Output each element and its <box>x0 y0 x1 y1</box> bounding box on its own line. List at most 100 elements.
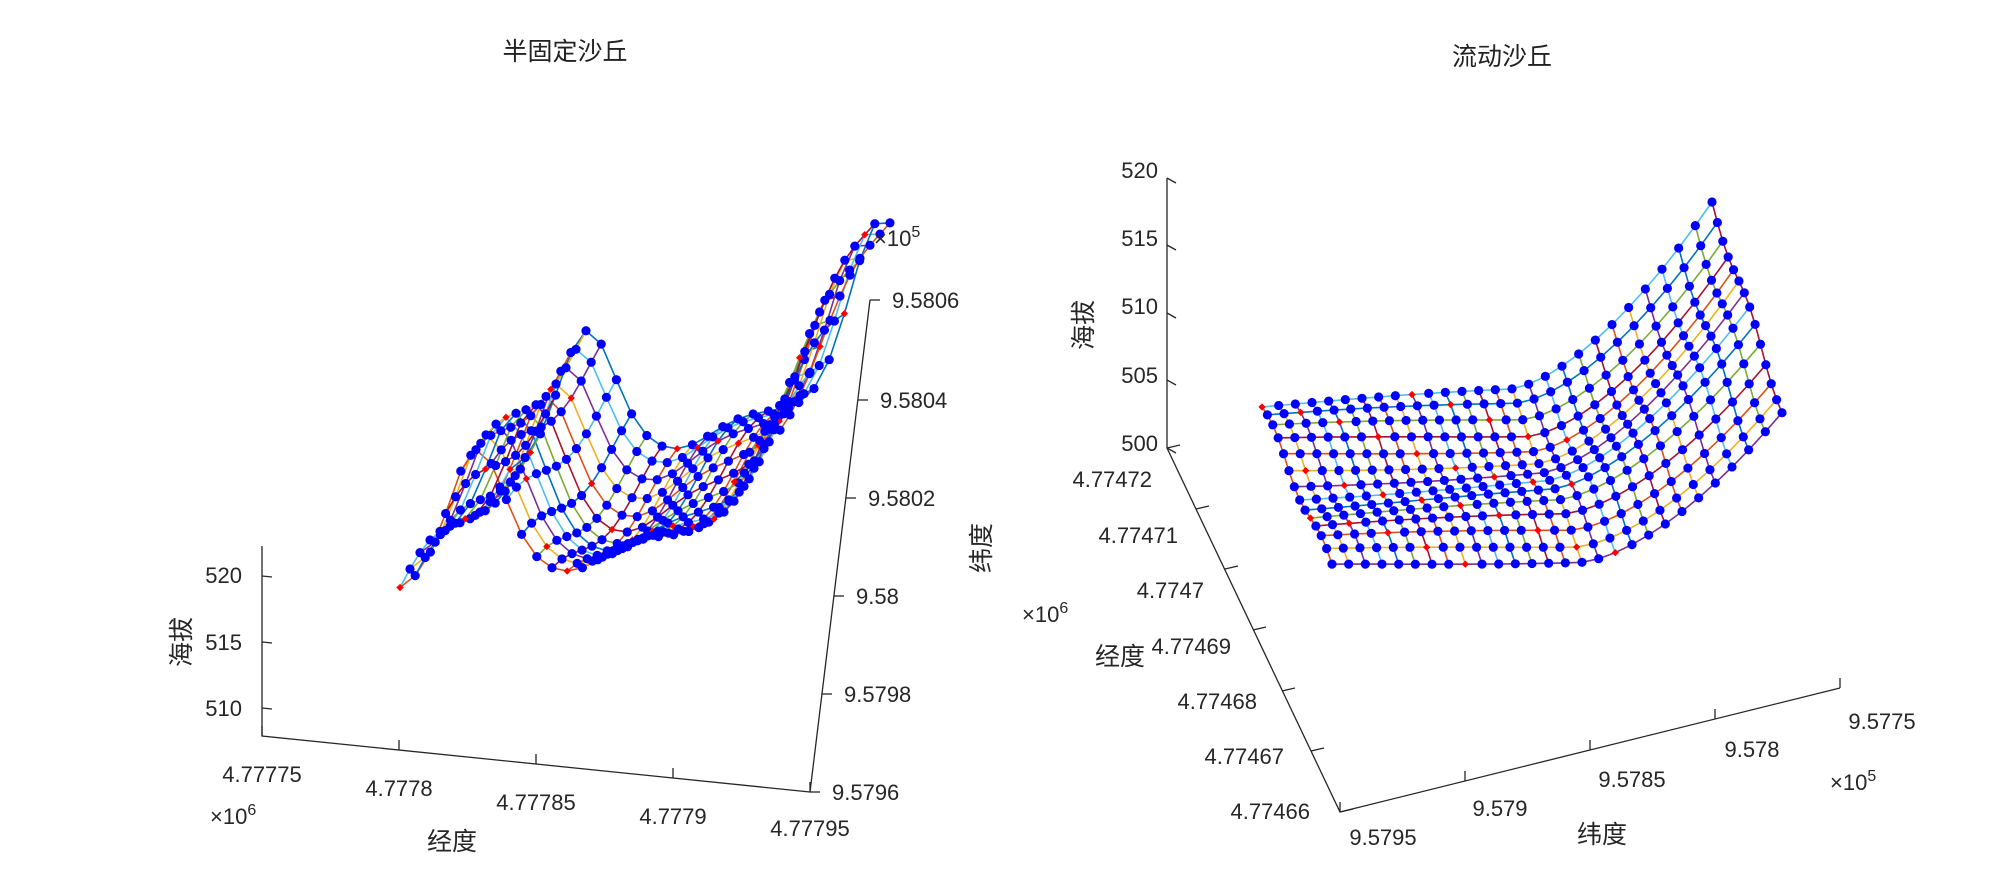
data-point-marker <box>1449 526 1460 536</box>
highlight-marker <box>608 525 616 534</box>
data-point-marker <box>1607 319 1617 330</box>
data-point-marker <box>1467 490 1477 501</box>
data-point-marker <box>1772 395 1782 405</box>
data-point-marker <box>1379 402 1389 412</box>
data-point-marker <box>1622 525 1632 535</box>
chart-left-z-tick: 515 <box>205 630 242 655</box>
data-point-marker <box>1706 331 1716 341</box>
highlight-marker <box>1335 418 1344 426</box>
data-point-marker <box>1578 462 1588 473</box>
data-point-marker <box>1694 493 1704 503</box>
data-point-marker <box>1517 460 1527 470</box>
data-point-marker <box>1534 411 1545 421</box>
highlight-marker <box>1485 416 1494 424</box>
data-point-marker <box>1645 368 1655 378</box>
data-point-marker <box>1649 488 1660 499</box>
highlight-marker <box>1301 467 1310 475</box>
highlight-marker <box>1568 480 1576 488</box>
data-point-marker <box>1428 486 1438 496</box>
data-point-marker <box>875 229 885 239</box>
data-point-marker <box>1538 542 1548 552</box>
data-point-marker <box>1727 462 1737 472</box>
data-point-marker <box>627 493 637 503</box>
data-point-marker <box>1623 419 1633 429</box>
highlight-marker <box>1490 473 1498 481</box>
data-point-marker <box>824 355 834 365</box>
data-point-marker <box>1512 447 1522 457</box>
data-point-marker <box>1760 427 1770 437</box>
data-point-marker <box>1322 543 1332 554</box>
data-point-marker <box>576 376 586 386</box>
data-point-marker <box>1539 495 1549 506</box>
highlight-marker <box>547 385 555 393</box>
data-point-marker <box>642 493 652 504</box>
data-point-marker <box>688 464 698 474</box>
data-point-marker <box>1596 352 1606 362</box>
data-point-marker <box>805 367 815 377</box>
mesh-line <box>1321 383 1772 537</box>
data-point-marker <box>1689 411 1699 421</box>
chart-left-z-label: 海拔 <box>167 617 196 667</box>
data-point-marker <box>1367 499 1377 510</box>
data-point-marker <box>587 541 597 551</box>
data-point-marker <box>683 490 693 500</box>
chart-left-surface <box>396 218 895 592</box>
data-point-marker <box>775 400 785 411</box>
data-point-marker <box>1311 521 1321 531</box>
data-point-marker <box>470 510 480 520</box>
data-point-marker <box>1349 529 1360 539</box>
data-point-marker <box>1639 404 1649 414</box>
data-point-marker <box>1522 496 1532 506</box>
data-point-marker <box>1367 465 1377 475</box>
data-point-marker <box>596 339 606 349</box>
data-point-marker <box>1444 559 1454 569</box>
data-point-marker <box>739 468 750 478</box>
data-point-marker <box>1707 197 1717 207</box>
data-point-marker <box>510 471 520 481</box>
data-point-marker <box>1523 469 1533 479</box>
mesh-line <box>1299 306 1751 501</box>
data-point-marker <box>1284 466 1294 476</box>
data-point-marker <box>537 511 547 521</box>
data-point-marker <box>1583 522 1593 532</box>
data-point-marker <box>1660 519 1670 529</box>
data-point-marker <box>1628 385 1639 395</box>
data-point-marker <box>805 328 815 339</box>
data-point-marker <box>1516 525 1526 535</box>
chart-right-z-tick: 520 <box>1121 158 1158 183</box>
data-point-marker <box>642 430 652 441</box>
data-point-marker <box>1440 432 1450 442</box>
data-point-marker <box>1574 349 1584 359</box>
data-point-marker <box>724 496 734 506</box>
data-point-marker <box>501 494 511 505</box>
data-point-marker <box>1666 476 1676 487</box>
data-point-marker <box>1340 432 1350 442</box>
data-point-marker <box>1311 494 1321 504</box>
chart-left-y-tick: 9.5806 <box>892 288 959 313</box>
data-point-marker <box>1557 361 1567 371</box>
chart-left-x-label: 经度 <box>427 827 477 856</box>
data-point-marker <box>1461 511 1471 522</box>
data-point-marker <box>703 453 713 463</box>
data-point-marker <box>551 390 561 400</box>
data-point-marker <box>557 554 567 564</box>
data-point-marker <box>1417 464 1427 474</box>
data-point-marker <box>1640 284 1650 294</box>
data-point-marker <box>673 506 683 516</box>
data-point-marker <box>1661 458 1671 468</box>
data-point-marker <box>1755 414 1765 424</box>
data-point-marker <box>532 551 542 562</box>
data-point-marker <box>1394 559 1404 569</box>
data-point-marker <box>1633 439 1644 449</box>
mesh-line <box>1331 412 1783 565</box>
data-point-marker <box>1373 479 1383 489</box>
data-point-marker <box>1406 477 1416 487</box>
data-point-marker <box>1399 527 1410 537</box>
data-point-marker <box>1695 310 1705 320</box>
data-point-marker <box>1456 432 1467 442</box>
data-point-marker <box>1594 554 1604 564</box>
data-point-marker <box>1624 302 1634 313</box>
data-point-marker <box>1423 432 1433 442</box>
data-point-marker <box>1401 415 1411 426</box>
data-point-marker <box>632 512 642 522</box>
